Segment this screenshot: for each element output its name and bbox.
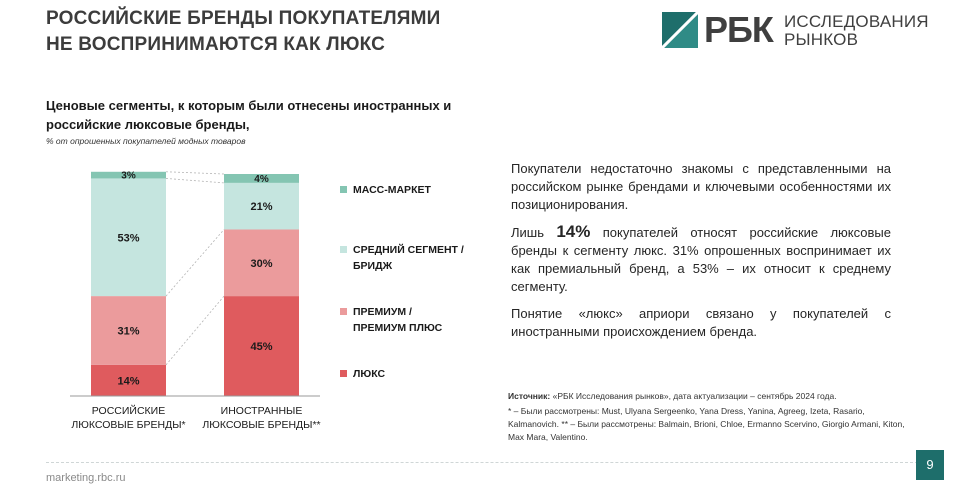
source-label: Источник: [508,391,551,401]
x-tick-label-2: ЛЮКСОВЫЕ БРЕНДЫ** [202,419,320,431]
data-label-mass_market-1: 3% [121,171,136,182]
legend-label-line-1: СРЕДНИЙ СЕГМЕНТ / [353,244,464,256]
commentary-p2-prefix: Лишь [511,225,557,240]
source-footnotes: * – Были рассмотрены: Must, Ulyana Serge… [508,406,905,442]
rbc-logo-subtitle-line-2: РЫНКОВ [784,30,859,49]
commentary-paragraph-1: Покупатели недостаточно знакомы с предст… [511,161,891,212]
data-label-middle-2: 21% [250,201,272,213]
bar-segment-middle-2 [224,182,299,230]
bar-segment-middle-1 [91,178,166,297]
legend-swatch [340,308,347,315]
bar-segment-luxury-2 [224,296,299,396]
legend-label: МАСС-МАРКЕТ [353,182,493,198]
bar-segment-mass_market-2 [224,174,299,183]
source-notes: Источник: «РБК Исследования рынков», дат… [508,390,918,446]
data-label-mass_market-2: 4% [254,174,269,185]
connector-line [165,178,225,184]
rbc-logo-brand: РБК [704,9,774,50]
page-title: РОССИЙСКИЕ БРЕНДЫ ПОКУПАТЕЛЯМИ НЕ ВОСПРИ… [46,6,441,58]
chart-subtitle: % от опрошенных покупателей модных товар… [46,136,246,146]
chart-title: Ценовые сегменты, к которым были отнесен… [46,98,452,132]
x-tick-label-1: ЛЮКСОВЫЕ БРЕНДЫ* [71,419,185,431]
rbc-logo-icon [662,12,698,48]
x-tick-label-1: РОССИЙСКИЕ [92,404,165,417]
legend-swatch [340,370,347,377]
commentary-paragraph-2: Лишь 14% покупателей относят российские … [511,223,891,296]
data-label-premium-1: 31% [117,326,139,338]
connector-line [165,171,225,175]
legend-label-line-1: МАСС-МАРКЕТ [353,184,431,196]
bar-segment-premium-2 [224,229,299,297]
rbc-logo-subtitle: ИССЛЕДОВАНИЯ РЫНКОВ [784,13,929,49]
legend-label: ЛЮКС [353,366,493,382]
data-label-luxury-1: 14% [117,375,139,387]
commentary-highlight-value: 14% [556,222,591,241]
data-label-middle-1: 53% [117,232,139,244]
legend-label-line-1: ЛЮКС [353,368,386,380]
source-text: «РБК Исследования рынков», дата актуализ… [550,391,837,401]
page-number: 9 [916,450,944,480]
legend-label-line-1: ПРЕМИУМ / [353,306,412,318]
legend-label: СРЕДНИЙ СЕГМЕНТ / БРИДЖ [353,242,493,274]
legend-swatch [340,186,347,193]
commentary-paragraph-3: Понятие «люкс» априори связано у покупат… [511,306,891,339]
bar-segment-mass_market-1 [91,171,166,179]
rbc-logo: РБК ИССЛЕДОВАНИЯ РЫНКОВ [662,9,929,52]
data-label-premium-2: 30% [250,258,272,270]
connector-line [165,295,225,366]
commentary-p2-suffix: покупателей относят российские люксовые … [511,225,891,294]
commentary: Покупатели недостаточно знакомы с предст… [511,160,891,350]
legend-swatch [340,246,347,253]
footer-url: marketing.rbc.ru [46,472,126,484]
bar-segment-premium-1 [91,296,166,365]
footer-divider [46,462,918,463]
legend-label: ПРЕМИУМ / ПРЕМИУМ ПЛЮС [353,304,493,336]
rbc-logo-subtitle-line-1: ИССЛЕДОВАНИЯ [784,12,929,31]
page-title-line-2: НЕ ВОСПРИНИМАЮТСЯ КАК ЛЮКС [46,34,386,55]
legend-label-line-2: БРИДЖ [353,260,393,272]
data-label-luxury-2: 45% [250,341,272,353]
bar-segment-luxury-1 [91,364,166,396]
connector-line [165,229,225,297]
page-title-line-1: РОССИЙСКИЕ БРЕНДЫ ПОКУПАТЕЛЯМИ [46,8,441,29]
legend-label-line-2: ПРЕМИУМ ПЛЮС [353,322,443,334]
source-line: Источник: «РБК Исследования рынков», дат… [508,390,918,403]
x-tick-label-2: ИНОСТРАННЫЕ [221,405,303,417]
